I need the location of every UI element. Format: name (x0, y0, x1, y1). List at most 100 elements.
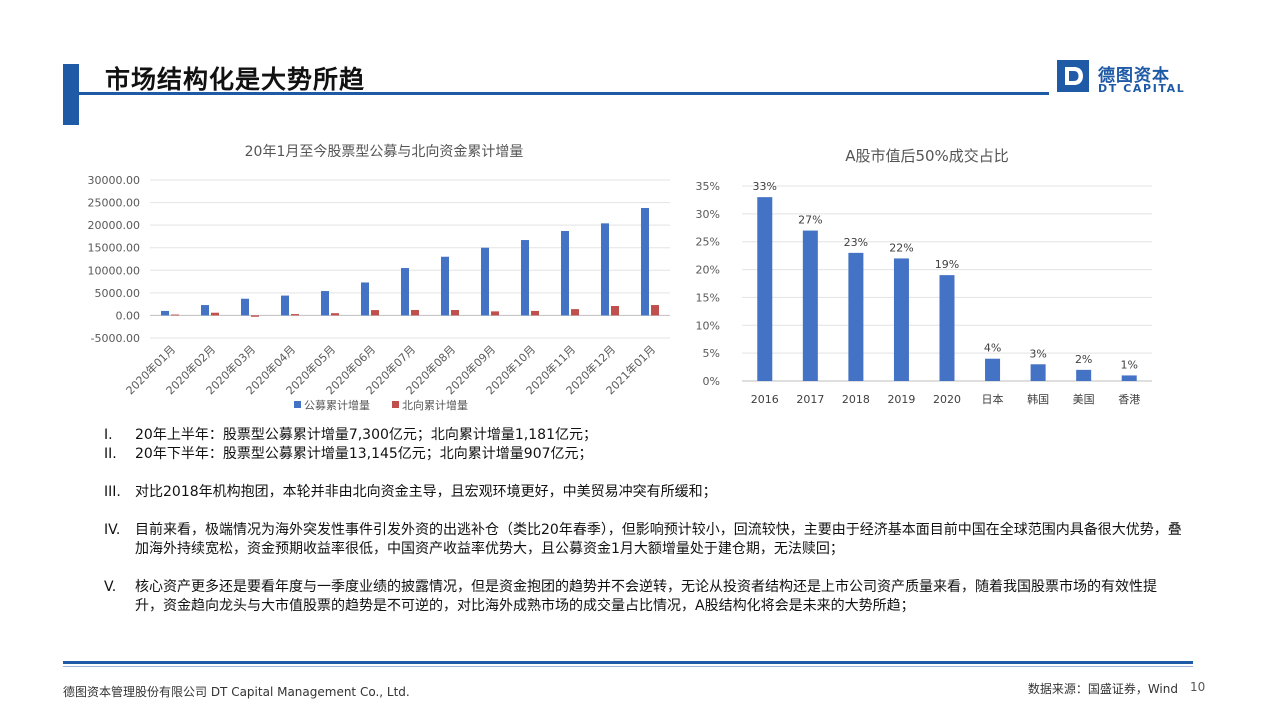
bar (1030, 364, 1046, 381)
y-tick-label: 30% (696, 208, 720, 221)
bullet-number: I. (104, 427, 113, 443)
y-tick-label: 10% (696, 319, 720, 332)
bar-fund (601, 223, 609, 316)
title-accent-bar (63, 64, 79, 125)
y-tick-label: 20% (696, 264, 720, 277)
bar-fund (201, 305, 209, 316)
footer-company: 德图资本管理股份有限公司 DT Capital Management Co., … (63, 685, 410, 699)
bar (939, 275, 955, 381)
data-label: 3% (1029, 347, 1046, 360)
bullet-number: V. (104, 579, 117, 595)
bar-northbound (451, 310, 459, 316)
y-tick-label: 20000.00 (88, 219, 141, 232)
bullet-text: 目前来看，极端情况为海外突发性事件引发外资的出逃补仓（类比20年春季），但影响预… (135, 522, 1182, 557)
footer-divider-thin (63, 666, 1193, 667)
bar-fund (521, 240, 529, 316)
bullet-text: 20年下半年：股票型公募累计增量13,145亿元；北向累计增量907亿元； (135, 446, 593, 462)
y-tick-label: 0.00 (116, 309, 141, 322)
data-label: 4% (984, 342, 1001, 355)
bar-fund (281, 295, 289, 316)
bullet-number: II. (104, 446, 117, 462)
footer-source: 数据来源：国盛证券，Wind (1027, 682, 1178, 696)
bullet-item: IV. 目前来看，极端情况为海外突发性事件引发外资的出逃补仓（类比20年春季），… (104, 521, 1184, 559)
x-tick-label: 2017 (796, 393, 824, 406)
y-tick-label: 15% (696, 291, 720, 304)
bullet-text: 核心资产更多还是要看年度与一季度业绩的披露情况，但是资金抱团的趋势并不会逆转，无… (135, 579, 1157, 614)
bar-fund (641, 207, 649, 316)
bar (1121, 375, 1137, 381)
legend-label: 公募累计增量 (304, 398, 370, 412)
bar-northbound (651, 305, 659, 316)
data-label: 22% (889, 241, 913, 254)
small-cap-turnover-bar-chart: A股市值后50%成交占比 33% 27% 23% 22% 19% 4% 3% 2% 1% 35%… (696, 147, 1152, 406)
legend-swatch (392, 401, 399, 408)
data-label: 23% (844, 236, 868, 249)
bar-northbound (171, 314, 179, 316)
x-tick-label: 2018 (842, 393, 870, 406)
bar-fund (481, 247, 489, 316)
logo-text-cn: 德图资本 (1098, 66, 1170, 86)
y-tick-label: 5000.00 (95, 287, 141, 300)
bar-northbound (531, 310, 539, 316)
x-tick-label: 2016 (751, 393, 779, 406)
bar-fund (401, 268, 409, 316)
bullet-number: IV. (104, 522, 121, 538)
bullet-item: II. 20年下半年：股票型公募累计增量13,145亿元；北向累计增量907亿元… (104, 445, 1184, 464)
bar-fund (161, 310, 169, 316)
bar-northbound (211, 312, 219, 316)
bar-northbound (251, 315, 259, 317)
page-number: 10 (1190, 680, 1206, 694)
bar (802, 230, 818, 381)
logo-mark-icon (1057, 60, 1089, 92)
y-tick-label: 0% (703, 375, 720, 388)
bar (757, 197, 773, 381)
logo-text-en: DT CAPITAL (1098, 82, 1186, 95)
bar-fund (321, 291, 329, 316)
y-tick-label: 15000.00 (88, 242, 141, 255)
bar-northbound (331, 313, 339, 316)
bar-fund (441, 256, 449, 316)
bullet-item: I. 20年上半年：股票型公募累计增量7,300亿元；北向累计增量1,181亿元… (104, 426, 1184, 445)
y-tick-label: 35% (696, 180, 720, 193)
bar-northbound (291, 314, 299, 316)
page-title: 市场结构化是大势所趋 (105, 65, 366, 94)
fund-flow-bar-chart: 20年1月至今股票型公募与北向资金累计增量 30000.00 25000.00 20… (88, 144, 670, 412)
data-label: 2% (1075, 353, 1092, 366)
y-tick-label: 10000.00 (88, 264, 141, 277)
bar-northbound (571, 309, 579, 316)
x-tick-label: 2019 (887, 393, 915, 406)
chart-title: 20年1月至今股票型公募与北向资金累计增量 (245, 144, 524, 160)
bullet-text: 20年上半年：股票型公募累计增量7,300亿元；北向累计增量1,181亿元； (135, 427, 597, 443)
x-tick-label: 2020 (933, 393, 961, 406)
bar (1076, 369, 1092, 381)
x-tick-label: 美国 (1073, 393, 1095, 406)
bullet-text: 对比2018年机构抱团，本轮并非由北向资金主导，且宏观环境更好，中美贸易冲突有所… (135, 484, 717, 500)
legend-label: 北向累计增量 (402, 398, 468, 412)
data-label: 1% (1120, 358, 1137, 371)
bullet-list: I. 20年上半年：股票型公募累计增量7,300亿元；北向累计增量1,181亿元… (104, 426, 1184, 616)
title-divider (79, 92, 1049, 95)
y-tick-label: 5% (703, 347, 720, 360)
legend-swatch (294, 401, 301, 408)
bar-northbound (371, 310, 379, 316)
bullet-item: III. 对比2018年机构抱团，本轮并非由北向资金主导，且宏观环境更好，中美贸… (104, 483, 1184, 502)
data-label: 19% (935, 258, 959, 271)
data-label: 27% (798, 214, 822, 227)
bullet-item: V. 核心资产更多还是要看年度与一季度业绩的披露情况，但是资金抱团的趋势并不会逆… (104, 578, 1184, 616)
bar-northbound (611, 306, 619, 316)
bar-northbound (491, 311, 499, 316)
x-tick-label: 韩国 (1027, 392, 1049, 406)
x-tick-label: 日本 (982, 392, 1004, 406)
x-tick-label: 香港 (1118, 393, 1140, 406)
bar-fund (561, 231, 569, 316)
y-tick-label: 30000.00 (88, 174, 141, 187)
bullet-number: III. (104, 484, 121, 500)
bar (985, 358, 1001, 381)
bar-fund (241, 298, 249, 316)
company-logo: 德图资本 DT CAPITAL (1057, 60, 1197, 100)
footer-divider (63, 661, 1193, 664)
y-tick-label: 25% (696, 236, 720, 249)
y-tick-label: 25000.00 (88, 197, 141, 210)
bar (848, 252, 864, 381)
bar-fund (361, 282, 369, 316)
